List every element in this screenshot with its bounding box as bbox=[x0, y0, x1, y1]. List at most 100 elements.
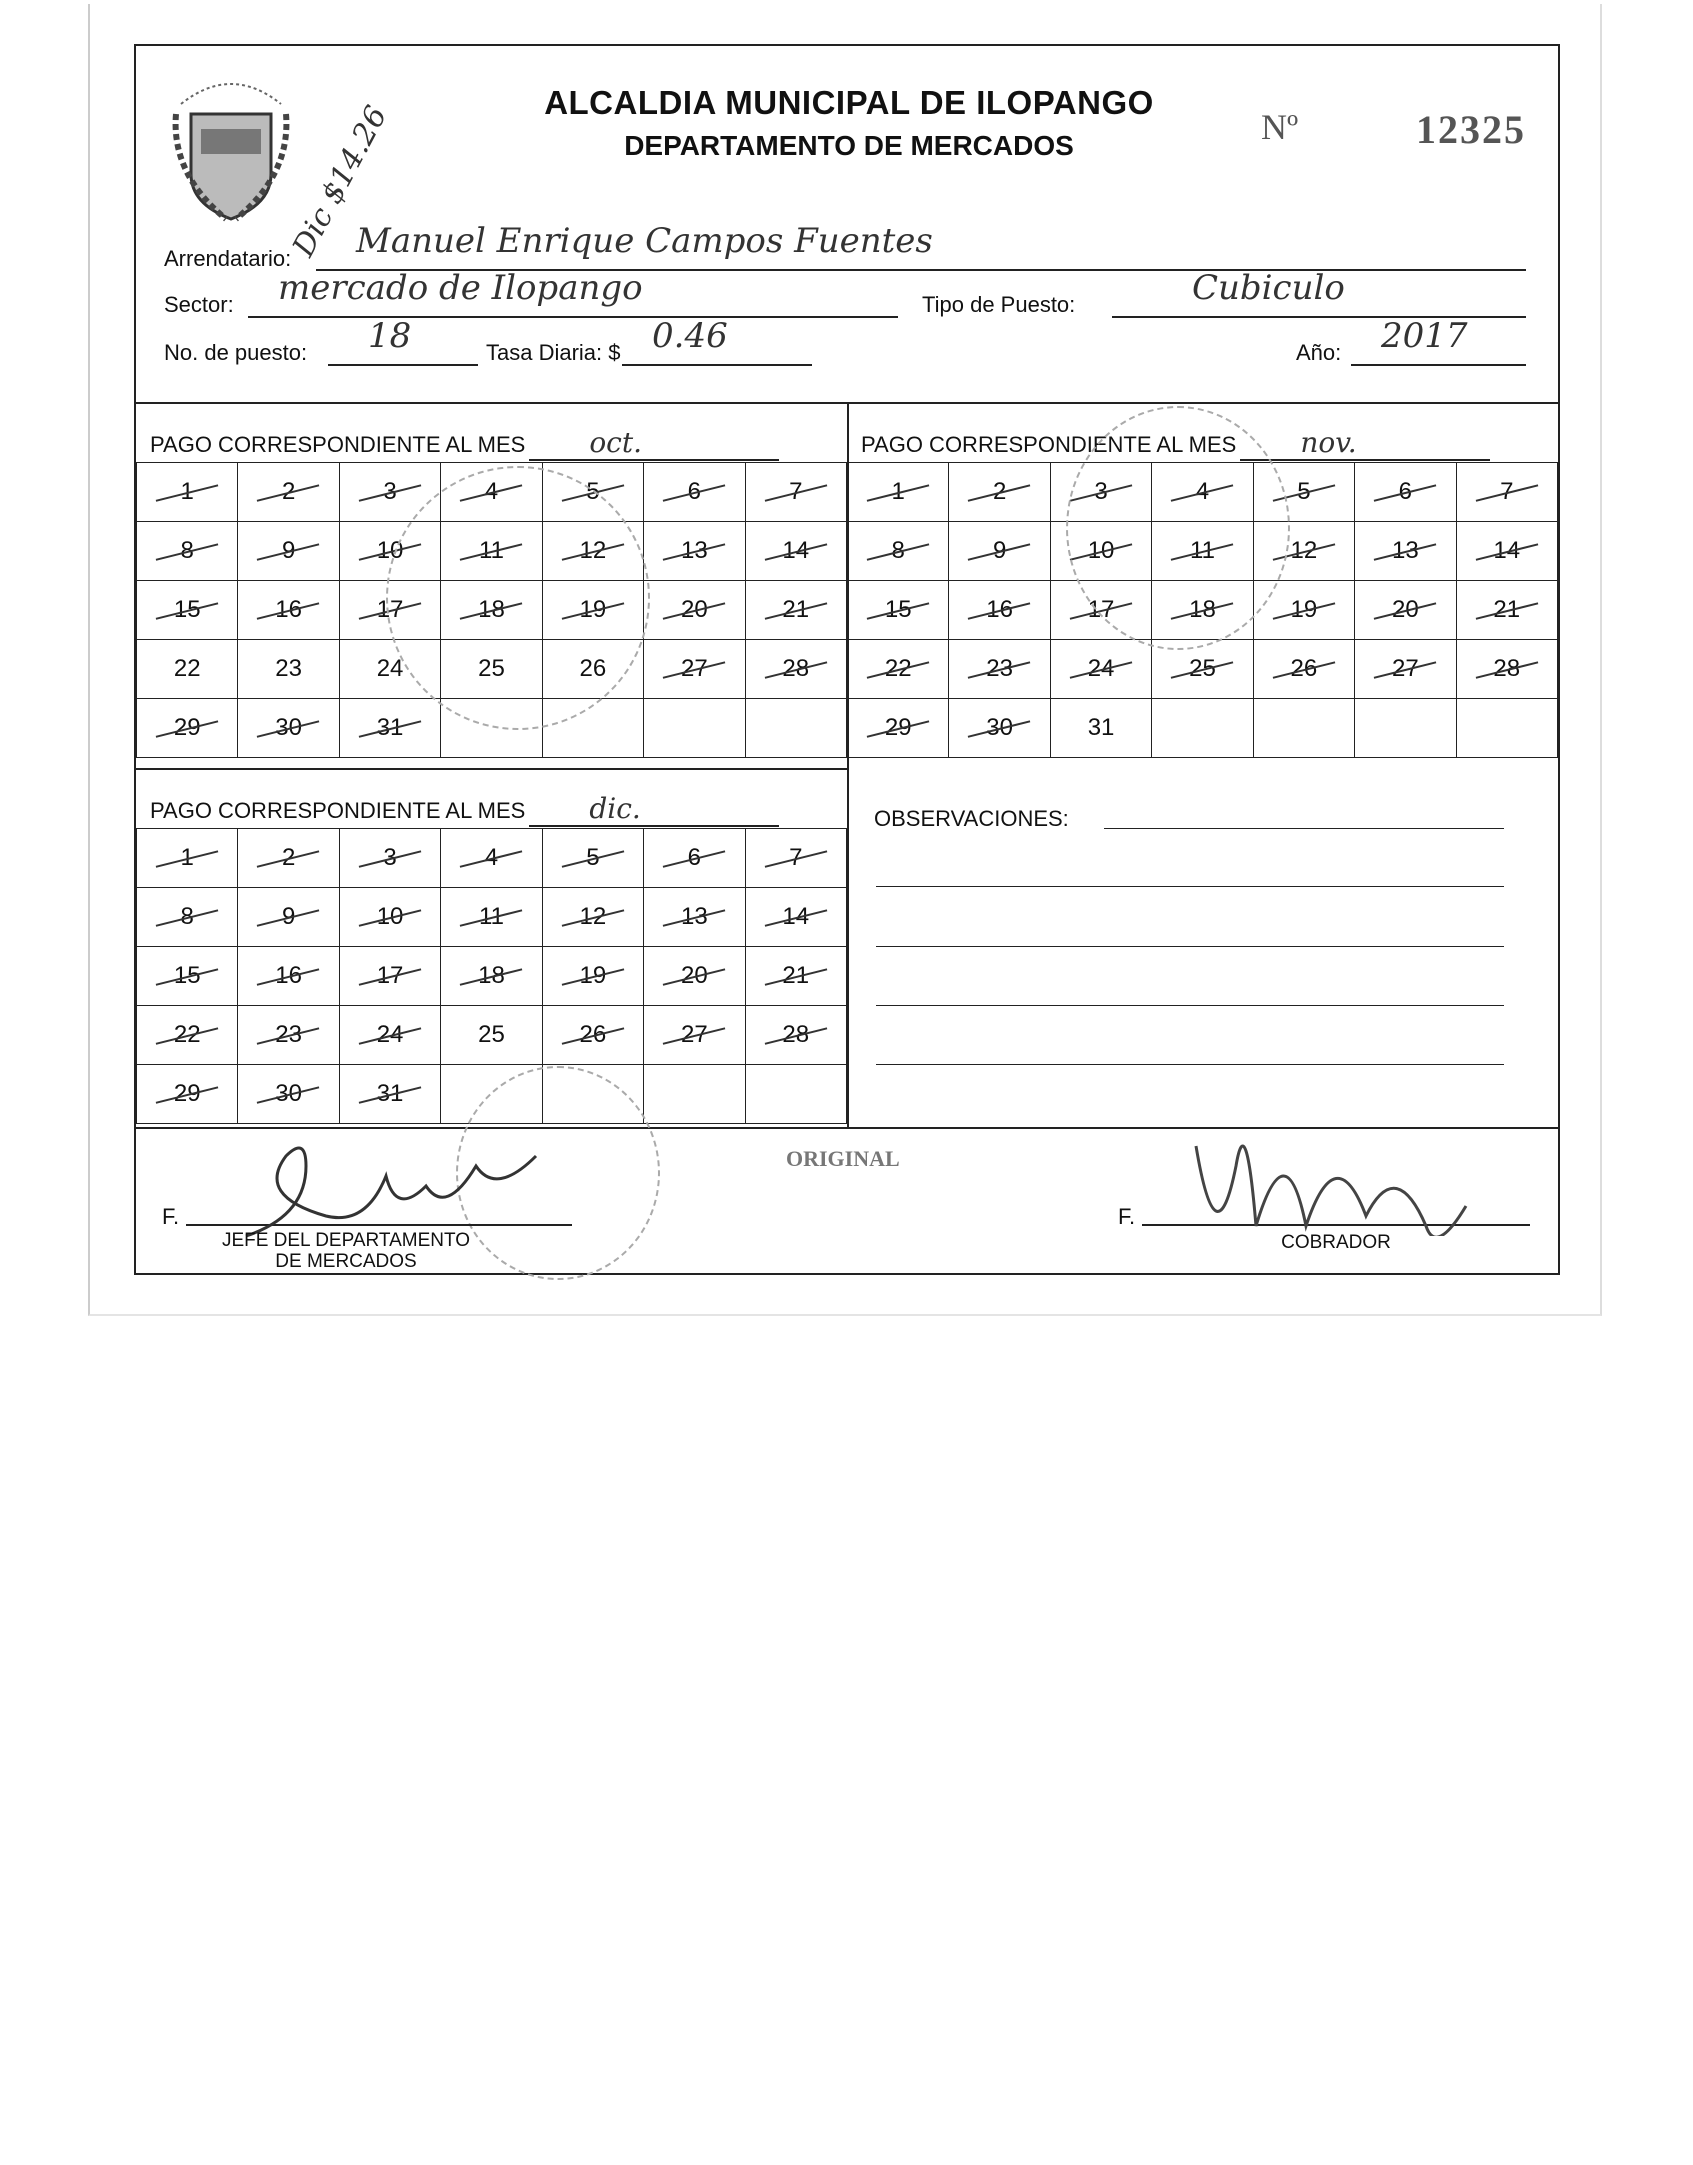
signature-line-cobrador[interactable] bbox=[1142, 1194, 1530, 1226]
signature-cobrador-icon bbox=[1194, 1144, 1468, 1236]
day-cell-27[interactable]: 27 bbox=[643, 1005, 746, 1065]
day-cell-23[interactable]: 23 bbox=[948, 639, 1051, 699]
day-cell-30[interactable]: 30 bbox=[237, 1064, 340, 1124]
day-cell-27[interactable]: 27 bbox=[643, 639, 746, 699]
day-cell-28[interactable]: 28 bbox=[744, 1005, 848, 1065]
day-cell-25[interactable]: 25 bbox=[440, 1005, 543, 1065]
day-cell-16[interactable]: 16 bbox=[237, 580, 340, 640]
day-cell-21[interactable]: 21 bbox=[744, 946, 848, 1006]
arrendatario-field[interactable]: Manuel Enrique Campos Fuentes bbox=[316, 221, 1526, 271]
day-cell-29[interactable]: 29 bbox=[846, 698, 950, 758]
signature-line-jefe[interactable] bbox=[186, 1194, 572, 1226]
day-cell-23[interactable]: 23 bbox=[237, 1005, 340, 1065]
month-value: nov. bbox=[1300, 426, 1357, 459]
day-cell-1[interactable]: 1 bbox=[846, 462, 950, 522]
month-field[interactable]: oct. bbox=[529, 426, 780, 461]
day-cell-13[interactable]: 13 bbox=[1354, 521, 1457, 581]
signature-jefe-icon bbox=[245, 1146, 538, 1238]
day-cell-28[interactable]: 28 bbox=[1455, 639, 1559, 699]
day-cell-11[interactable]: 11 bbox=[440, 887, 543, 947]
day-cell-8[interactable]: 8 bbox=[135, 521, 239, 581]
day-cell-2[interactable]: 2 bbox=[237, 462, 340, 522]
day-cell-21[interactable]: 21 bbox=[1455, 580, 1559, 640]
day-cell-22[interactable]: 22 bbox=[846, 639, 950, 699]
day-cell-29[interactable]: 29 bbox=[135, 1064, 239, 1124]
day-cell-8[interactable]: 8 bbox=[135, 887, 239, 947]
day-cell-31[interactable]: 31 bbox=[338, 698, 442, 758]
day-cell-2[interactable]: 2 bbox=[237, 828, 340, 888]
day-cell-14[interactable]: 14 bbox=[1455, 521, 1559, 581]
day-row: 8 9 10 11 12 13 14 bbox=[135, 887, 848, 947]
day-cell-6[interactable]: 6 bbox=[643, 462, 746, 522]
day-cell-7[interactable]: 7 bbox=[1455, 462, 1559, 522]
month-heading-label: PAGO CORRESPONDIENTE AL MES bbox=[150, 432, 526, 457]
day-cell-30[interactable]: 30 bbox=[948, 698, 1051, 758]
day-cell-31[interactable]: 31 bbox=[338, 1064, 442, 1124]
day-cell-18[interactable]: 18 bbox=[440, 946, 543, 1006]
observaciones-line[interactable] bbox=[876, 886, 1504, 887]
tasa-field[interactable]: 0.46 bbox=[622, 316, 812, 366]
observaciones-line[interactable] bbox=[876, 946, 1504, 947]
day-cell-20[interactable]: 20 bbox=[643, 580, 746, 640]
day-cell-9[interactable]: 9 bbox=[948, 521, 1051, 581]
anio-field[interactable]: 2017 bbox=[1351, 316, 1526, 366]
observaciones-line[interactable] bbox=[876, 1005, 1504, 1006]
day-cell-22[interactable]: 22 bbox=[135, 1005, 239, 1065]
day-cell-27[interactable]: 27 bbox=[1354, 639, 1457, 699]
day-cell-26[interactable]: 26 bbox=[1252, 639, 1356, 699]
day-cell-1[interactable]: 1 bbox=[135, 828, 239, 888]
day-cell-24[interactable]: 24 bbox=[1049, 639, 1153, 699]
day-cell-3[interactable]: 3 bbox=[338, 828, 442, 888]
day-cell-17[interactable]: 17 bbox=[338, 946, 442, 1006]
day-cell-15[interactable]: 15 bbox=[135, 946, 239, 1006]
day-cell-24[interactable]: 24 bbox=[338, 1005, 442, 1065]
day-cell-15[interactable]: 15 bbox=[135, 580, 239, 640]
day-cell-6[interactable]: 6 bbox=[1354, 462, 1457, 522]
day-cell-26[interactable]: 26 bbox=[541, 1005, 645, 1065]
day-cell-21[interactable]: 21 bbox=[744, 580, 848, 640]
day-cell-12[interactable]: 12 bbox=[541, 887, 645, 947]
sector-label: Sector: bbox=[164, 292, 234, 317]
cobrador-label: COBRADOR bbox=[1281, 1232, 1391, 1253]
day-cell-7[interactable]: 7 bbox=[744, 828, 848, 888]
day-cell-31[interactable]: 31 bbox=[1049, 698, 1153, 758]
day-cell-20[interactable]: 20 bbox=[1354, 580, 1457, 640]
day-cell-9[interactable]: 9 bbox=[237, 521, 340, 581]
day-cell-22[interactable]: 22 bbox=[135, 639, 239, 699]
sector-value: mercado de Ilopango bbox=[278, 268, 643, 308]
day-cell-16[interactable]: 16 bbox=[948, 580, 1051, 640]
day-cell-16[interactable]: 16 bbox=[237, 946, 340, 1006]
day-cell-28[interactable]: 28 bbox=[744, 639, 848, 699]
observaciones-line[interactable] bbox=[1104, 828, 1504, 829]
day-cell-8[interactable]: 8 bbox=[846, 521, 950, 581]
day-cell-20[interactable]: 20 bbox=[643, 946, 746, 1006]
day-cell-14[interactable]: 14 bbox=[744, 887, 848, 947]
day-cell-19[interactable]: 19 bbox=[541, 946, 645, 1006]
day-cell-4[interactable]: 4 bbox=[440, 828, 543, 888]
month-heading-label: PAGO CORRESPONDIENTE AL MES bbox=[150, 798, 526, 823]
day-cell-23[interactable]: 23 bbox=[237, 639, 340, 699]
day-cell-1[interactable]: 1 bbox=[135, 462, 239, 522]
day-cell-15[interactable]: 15 bbox=[846, 580, 950, 640]
sector-field[interactable]: mercado de Ilopango bbox=[248, 268, 898, 318]
puesto-field[interactable]: 18 bbox=[328, 316, 478, 366]
day-cell-29[interactable]: 29 bbox=[135, 698, 239, 758]
day-cell-10[interactable]: 10 bbox=[338, 887, 442, 947]
day-cell-30[interactable]: 30 bbox=[237, 698, 340, 758]
observaciones-line[interactable] bbox=[876, 1064, 1504, 1065]
month-value: oct. bbox=[589, 426, 643, 459]
municipal-seal-icon bbox=[172, 83, 290, 222]
day-cell-5[interactable]: 5 bbox=[541, 828, 645, 888]
day-cell-14[interactable]: 14 bbox=[744, 521, 848, 581]
day-cell-2[interactable]: 2 bbox=[948, 462, 1051, 522]
month-field[interactable]: dic. bbox=[529, 792, 780, 827]
day-cell-7[interactable]: 7 bbox=[744, 462, 848, 522]
day-cell-13[interactable]: 13 bbox=[643, 521, 746, 581]
month-field[interactable]: nov. bbox=[1240, 426, 1491, 461]
day-cell-9[interactable]: 9 bbox=[237, 887, 340, 947]
tipo-puesto-field[interactable]: Cubiculo bbox=[1112, 268, 1526, 318]
day-cell-13[interactable]: 13 bbox=[643, 887, 746, 947]
municipal-stamp-icon bbox=[386, 466, 650, 730]
day-cell-6[interactable]: 6 bbox=[643, 828, 746, 888]
